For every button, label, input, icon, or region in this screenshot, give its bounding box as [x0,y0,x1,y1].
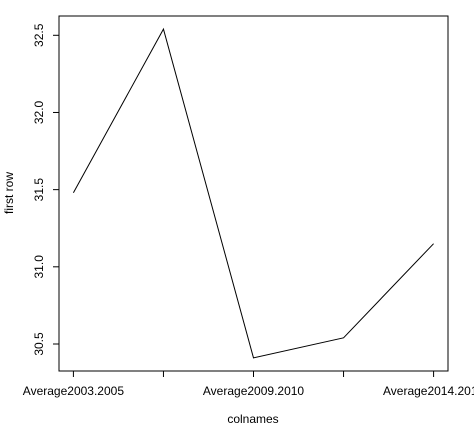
y-tick-label: 30.5 [32,332,46,356]
y-tick-label: 32.0 [32,100,46,124]
y-axis-label: first row [2,172,16,214]
x-axis-label: colnames [227,412,278,426]
x-tick-label: Average2003.2005 [23,384,125,398]
series-layer [72,27,434,359]
x-tick-label: Average2014.2017 [383,384,474,398]
y-tick-label: 31.5 [32,178,46,202]
y-tick-label: 32.5 [32,23,46,47]
x-axis: Average2003.2005 Average2009.2010 Average2… [23,371,474,398]
y-axis: 30.5 31.0 31.5 32.0 32.5 [32,23,59,356]
y-tick-label: 31.0 [32,255,46,279]
x-tick-label: Average2009.2010 [203,384,305,398]
plot-frame [58,15,449,372]
series-line [72,27,434,359]
